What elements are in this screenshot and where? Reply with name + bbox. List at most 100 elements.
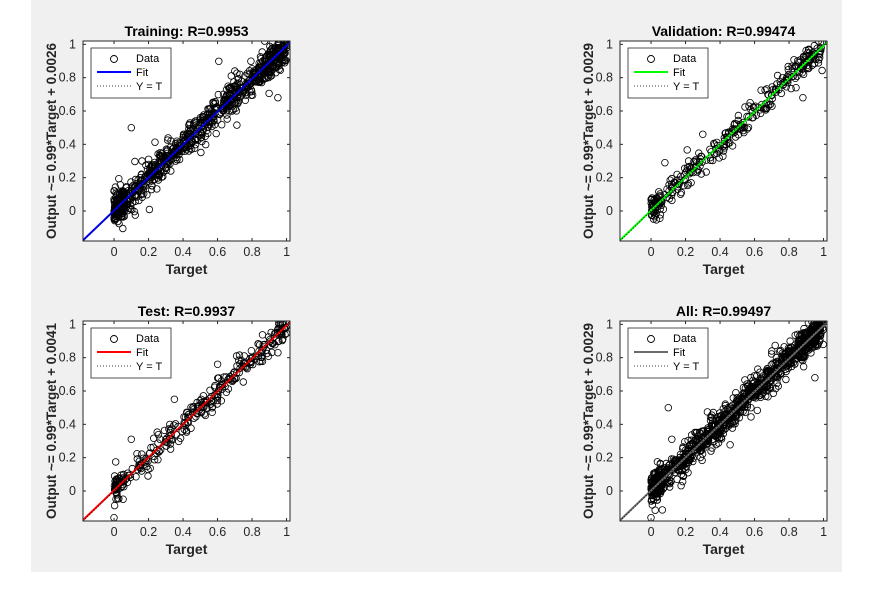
- data-point: [231, 104, 240, 113]
- data-point: [734, 116, 742, 125]
- data-point: [146, 464, 154, 472]
- data-point: [181, 144, 189, 152]
- plot-test: 0 0.2 0.4 0.6 0.8 1 0 0.2 0.4 0.6 0.8 1 Test: R=0.99…: [44, 303, 291, 557]
- data-point: [113, 198, 122, 207]
- y-tick-label: 1: [606, 317, 613, 331]
- data-point: [187, 132, 195, 141]
- data-point: [664, 404, 672, 412]
- data-point: [199, 403, 207, 411]
- y-tick-label: 0: [606, 484, 613, 498]
- data-point: [759, 104, 768, 112]
- data-point: [677, 482, 685, 490]
- data-point: [144, 155, 153, 163]
- data-point: [731, 420, 739, 428]
- data-point: [213, 400, 221, 408]
- data-point: [111, 458, 120, 466]
- x-axis-label: Target: [703, 261, 745, 277]
- data-point: [267, 341, 275, 350]
- data-point: [774, 374, 782, 382]
- legend-marker-data: [647, 55, 655, 63]
- data-point: [223, 111, 231, 119]
- data-point: [180, 419, 188, 427]
- data-point: [260, 340, 269, 349]
- x-tick-label: 1: [283, 525, 290, 539]
- data-point: [112, 476, 121, 484]
- data-point: [238, 362, 246, 370]
- data-point: [133, 450, 141, 458]
- data-point: [766, 374, 774, 382]
- x-tick-label: 0.8: [780, 245, 797, 259]
- data-point: [657, 520, 660, 521]
- data-point: [655, 188, 663, 196]
- data-point: [810, 302, 817, 309]
- data-point: [776, 77, 784, 86]
- data-point: [814, 59, 823, 67]
- x-tick-label: 0: [111, 245, 118, 259]
- data-point: [684, 469, 692, 477]
- data-point: [765, 101, 773, 109]
- y-tick-label: 0.8: [596, 351, 613, 365]
- data-point: [234, 356, 243, 364]
- data-point: [685, 450, 693, 458]
- data-point: [667, 455, 676, 463]
- data-point: [121, 201, 129, 210]
- data-point: [238, 357, 246, 365]
- data-point: [268, 339, 277, 348]
- x-tick-label: 0.6: [209, 525, 226, 539]
- data-point: [798, 314, 805, 321]
- plot-title: Validation: R=0.99474: [652, 23, 796, 39]
- data-point: [232, 352, 241, 360]
- y-tick-label: 0.8: [59, 351, 76, 365]
- data-point: [658, 506, 666, 514]
- data-point: [818, 297, 825, 304]
- data-point: [652, 194, 661, 202]
- data-point: [691, 156, 700, 164]
- x-tick-label: 0.4: [174, 525, 191, 539]
- data-point: [788, 351, 796, 360]
- data-point: [163, 149, 172, 158]
- data-point: [275, 61, 283, 70]
- data-point: [112, 484, 120, 492]
- data-point: [656, 193, 664, 201]
- data-point: [182, 428, 191, 436]
- y-axis-label: Output ~= 0.99*Target + 0.0041: [44, 323, 59, 519]
- data-point: [255, 341, 264, 349]
- data-point: [117, 189, 126, 197]
- data-point: [258, 48, 266, 56]
- data-point: [666, 460, 674, 468]
- data-point: [772, 88, 780, 96]
- data-point: [690, 157, 698, 166]
- data-point: [780, 78, 789, 86]
- fit-line: [83, 321, 290, 521]
- data-point: [147, 162, 155, 170]
- data-point: [136, 461, 145, 470]
- data-point: [154, 439, 162, 447]
- data-point: [753, 406, 761, 415]
- data-point: [706, 145, 714, 153]
- plot-all: 0 0.2 0.4 0.6 0.8 1 0 0.2 0.4 0.6 0.8 1 All: R=0.994…: [581, 297, 828, 557]
- y-tick-label: 0: [606, 204, 613, 218]
- data-point: [233, 99, 242, 108]
- data-point: [651, 203, 660, 211]
- data-point: [236, 93, 245, 101]
- data-point: [818, 310, 825, 317]
- data-point: [233, 69, 241, 77]
- data-point: [189, 402, 198, 411]
- data-point: [162, 145, 171, 153]
- data-point: [668, 435, 676, 443]
- data-point: [148, 177, 157, 185]
- data-point: [661, 158, 669, 167]
- data-point: [149, 434, 158, 442]
- data-point: [232, 82, 240, 91]
- data-point: [217, 377, 225, 385]
- data-point: [793, 57, 802, 65]
- y-tick-label: 0.4: [59, 137, 76, 151]
- data-point: [802, 345, 810, 353]
- data-point: [745, 113, 753, 121]
- data-point: [734, 130, 743, 139]
- x-tick-label: 0.8: [243, 245, 260, 259]
- data-point: [668, 196, 676, 205]
- data-point: [201, 411, 210, 420]
- data-point: [236, 364, 244, 372]
- data-point: [763, 85, 771, 93]
